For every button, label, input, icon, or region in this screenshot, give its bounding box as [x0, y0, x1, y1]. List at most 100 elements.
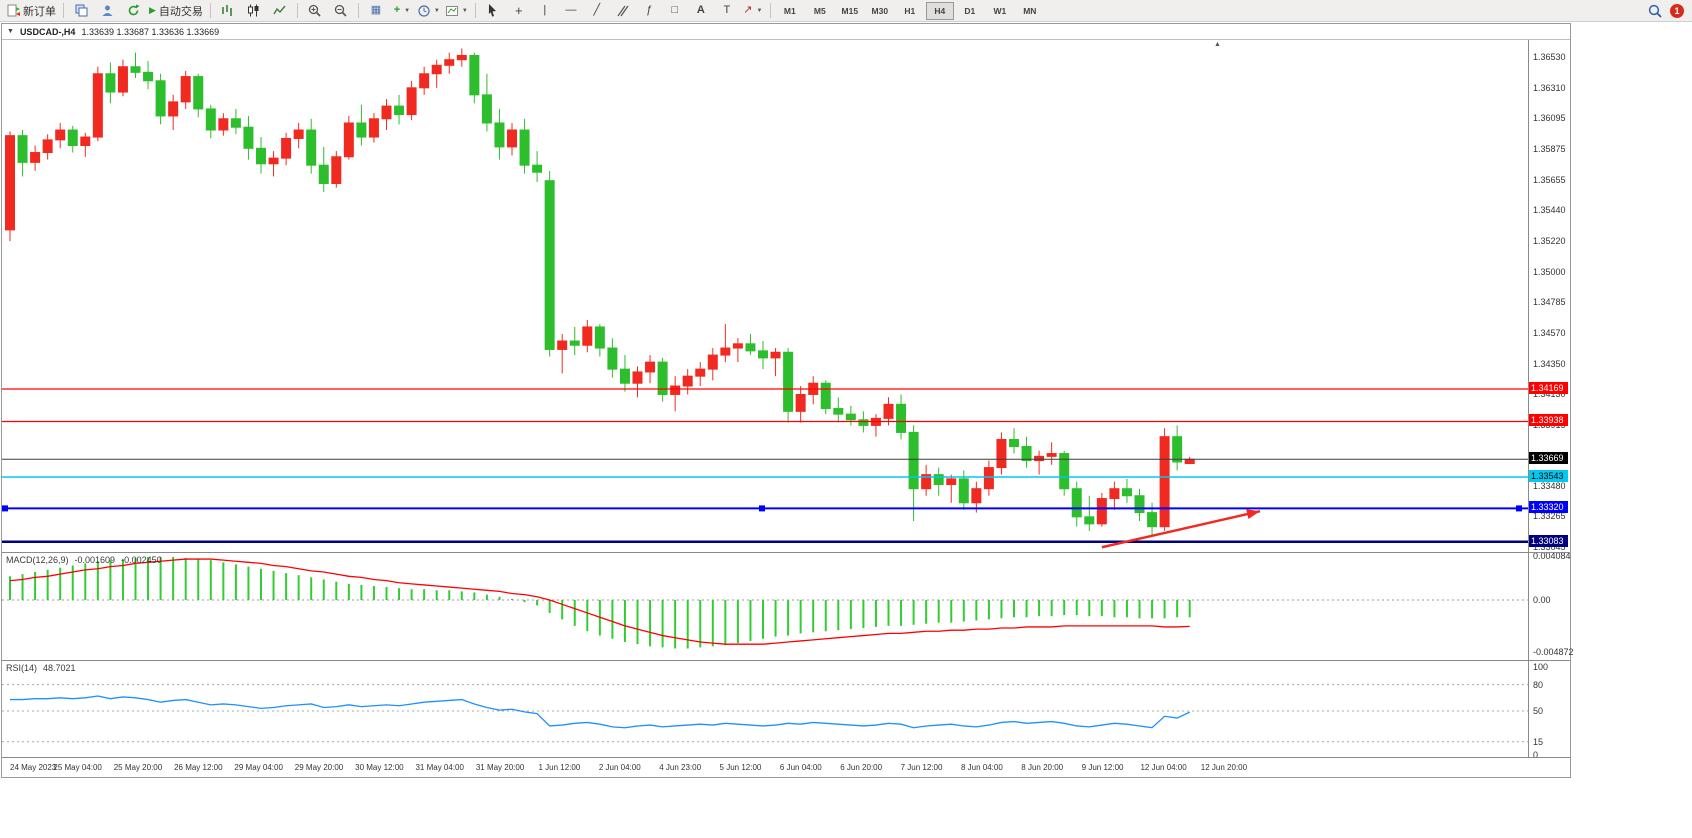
timeframe-button-H4[interactable]: H4: [925, 1, 954, 20]
time-axis-label: 26 May 12:00: [174, 763, 223, 772]
profile-button[interactable]: [94, 1, 120, 21]
time-axis-label: 1 Jun 12:00: [538, 763, 581, 772]
chart-symbol-title: USDCAD-,H4: [19, 26, 76, 37]
time-axis-label: 29 May 20:00: [294, 763, 344, 772]
indicators-button[interactable]: + ▼: [389, 1, 415, 21]
macd-axis-label: -0.004872: [1533, 647, 1574, 658]
panel-separator[interactable]: [2, 552, 1570, 553]
rsi-axis-label: 0: [1533, 750, 1539, 760]
price-axis-label: 1.34350: [1533, 358, 1566, 369]
auto-trading-button[interactable]: ▶ 自动交易: [146, 1, 206, 21]
candlestick-chart-button[interactable]: [241, 1, 267, 21]
auto-trading-label: 自动交易: [158, 5, 203, 18]
timeframe-button-M1[interactable]: M1: [783, 5, 796, 16]
chart-header: ▼ USDCAD-,H4 1.33639 1.33687 1.33636 1.3…: [2, 24, 1570, 40]
time-axis-label: 12 Jun 04:00: [1140, 763, 1187, 772]
line-handle: [2, 505, 8, 512]
price-axis-label: 1.34130: [1533, 389, 1566, 400]
fibonacci-button[interactable]: ƒ: [636, 1, 662, 21]
collapse-icon[interactable]: ▼: [7, 28, 14, 35]
price-tag: 1.33083: [1529, 534, 1568, 547]
time-axis-label: 6 Jun 04:00: [779, 763, 822, 772]
chart-shift-marker: ▲: [1214, 41, 1221, 48]
line-handle: [1516, 505, 1522, 512]
macd-name: MACD(12,26,9): [6, 555, 69, 565]
templates-button[interactable]: ▼: [443, 1, 471, 21]
bar-chart-button[interactable]: [215, 1, 241, 21]
zoom-in-button[interactable]: [302, 1, 328, 21]
refresh-button[interactable]: [120, 1, 146, 21]
text-label-button[interactable]: T: [714, 1, 740, 21]
timeframe-button-M15[interactable]: M15: [841, 5, 859, 16]
price-axis-label: 1.34785: [1533, 297, 1566, 308]
horizontal-line-icon: —: [565, 4, 577, 16]
zoom-out-icon: [335, 4, 347, 17]
timeframe-button-MN[interactable]: MN: [1023, 5, 1037, 16]
time-axis-label: 30 May 12:00: [355, 763, 404, 772]
rsi-axis-label: 15: [1533, 736, 1544, 747]
candlestick-chart-icon: [248, 4, 259, 17]
cursor-icon: [489, 4, 497, 17]
bar-chart-icon: [222, 5, 233, 16]
time-axis-label: 8 Jun 04:00: [960, 763, 1003, 772]
crosshair-button[interactable]: +: [506, 1, 532, 21]
timeframe-button-M5[interactable]: M5: [813, 5, 826, 16]
time-axis-label: 25 May 20:00: [113, 763, 163, 772]
text-button[interactable]: A: [688, 1, 714, 21]
periods-button[interactable]: ▼: [415, 1, 443, 21]
price-axis-label: 1.35000: [1533, 267, 1566, 278]
chevron-down-icon: ▼: [461, 7, 468, 14]
profile-icon: [102, 5, 112, 16]
chevron-down-icon: ▼: [404, 7, 411, 14]
charts-window-button[interactable]: [68, 1, 94, 21]
toolbar-right-group: 1: [1648, 3, 1688, 18]
line-chart-button[interactable]: [267, 1, 293, 21]
price-tag: 1.33938: [1529, 414, 1568, 427]
zoom-out-button[interactable]: [328, 1, 354, 21]
macd-axis-label: 0.004084: [1533, 550, 1571, 561]
horizontal-line-button[interactable]: —: [558, 1, 584, 21]
panel-separator[interactable]: [2, 660, 1570, 661]
rsi-name: RSI(14): [6, 663, 38, 673]
crosshair-icon: +: [515, 3, 523, 18]
tile-windows-button[interactable]: ▦: [363, 1, 389, 21]
trendline-button[interactable]: ╱: [584, 1, 610, 21]
macd-indicator-label: MACD(12,26,9) -0.001609 -0.002450: [6, 555, 162, 565]
timeframe-button-M30[interactable]: M30: [871, 5, 889, 16]
timeframe-button-D1[interactable]: D1: [964, 5, 976, 16]
cursor-button[interactable]: [480, 1, 506, 21]
timeframe-button-W1[interactable]: W1: [993, 5, 1007, 16]
zoom-in-icon: [309, 4, 321, 17]
arrows-button[interactable]: ↗ ▼: [740, 1, 766, 21]
time-axis-label: 6 Jun 20:00: [840, 763, 883, 772]
price-axis-label: 1.36530: [1533, 51, 1566, 62]
price-tag: 1.33543: [1529, 470, 1568, 483]
toolbar-separator: [474, 3, 476, 18]
price-tag: 1.34169: [1529, 381, 1568, 394]
timeframe-button-H1[interactable]: H1: [904, 5, 916, 16]
channel-icon: [617, 5, 629, 16]
time-axis-label: 24 May 2023: [10, 763, 57, 772]
shapes-button[interactable]: □: [662, 1, 688, 21]
channel-button[interactable]: [610, 1, 636, 21]
price-axis-label: 1.33480: [1533, 480, 1566, 491]
time-axis-label: 5 Jun 12:00: [719, 763, 762, 772]
trend-arrow-head: [1246, 509, 1260, 519]
chart-window[interactable]: ▼ USDCAD-,H4 1.33639 1.33687 1.33636 1.3…: [1, 23, 1574, 778]
search-icon[interactable]: [1648, 4, 1662, 18]
price-axis-label: 1.35440: [1533, 205, 1566, 216]
time-axis-label: 8 Jun 20:00: [1021, 763, 1064, 772]
notification-badge[interactable]: 1: [1670, 3, 1684, 18]
chart-canvas[interactable]: [2, 24, 1570, 777]
vertical-line-icon: |: [543, 4, 547, 16]
chevron-down-icon: ▼: [756, 7, 763, 14]
panel-separator[interactable]: [2, 757, 1570, 758]
price-axis-label: 1.35875: [1533, 144, 1566, 154]
price-axis-label: 1.34570: [1533, 327, 1566, 338]
trendline-icon: ╱: [593, 4, 601, 16]
rsi-value: 48.7021: [43, 663, 76, 673]
new-order-button[interactable]: 新订单: [4, 1, 59, 21]
vertical-line-button[interactable]: |: [532, 1, 558, 21]
price-axis: 1.36530 1.36310 1.36095 1.35875 1.35655 1.354…: [1529, 24, 1574, 760]
macd-axis-label: 0.00: [1533, 595, 1551, 605]
